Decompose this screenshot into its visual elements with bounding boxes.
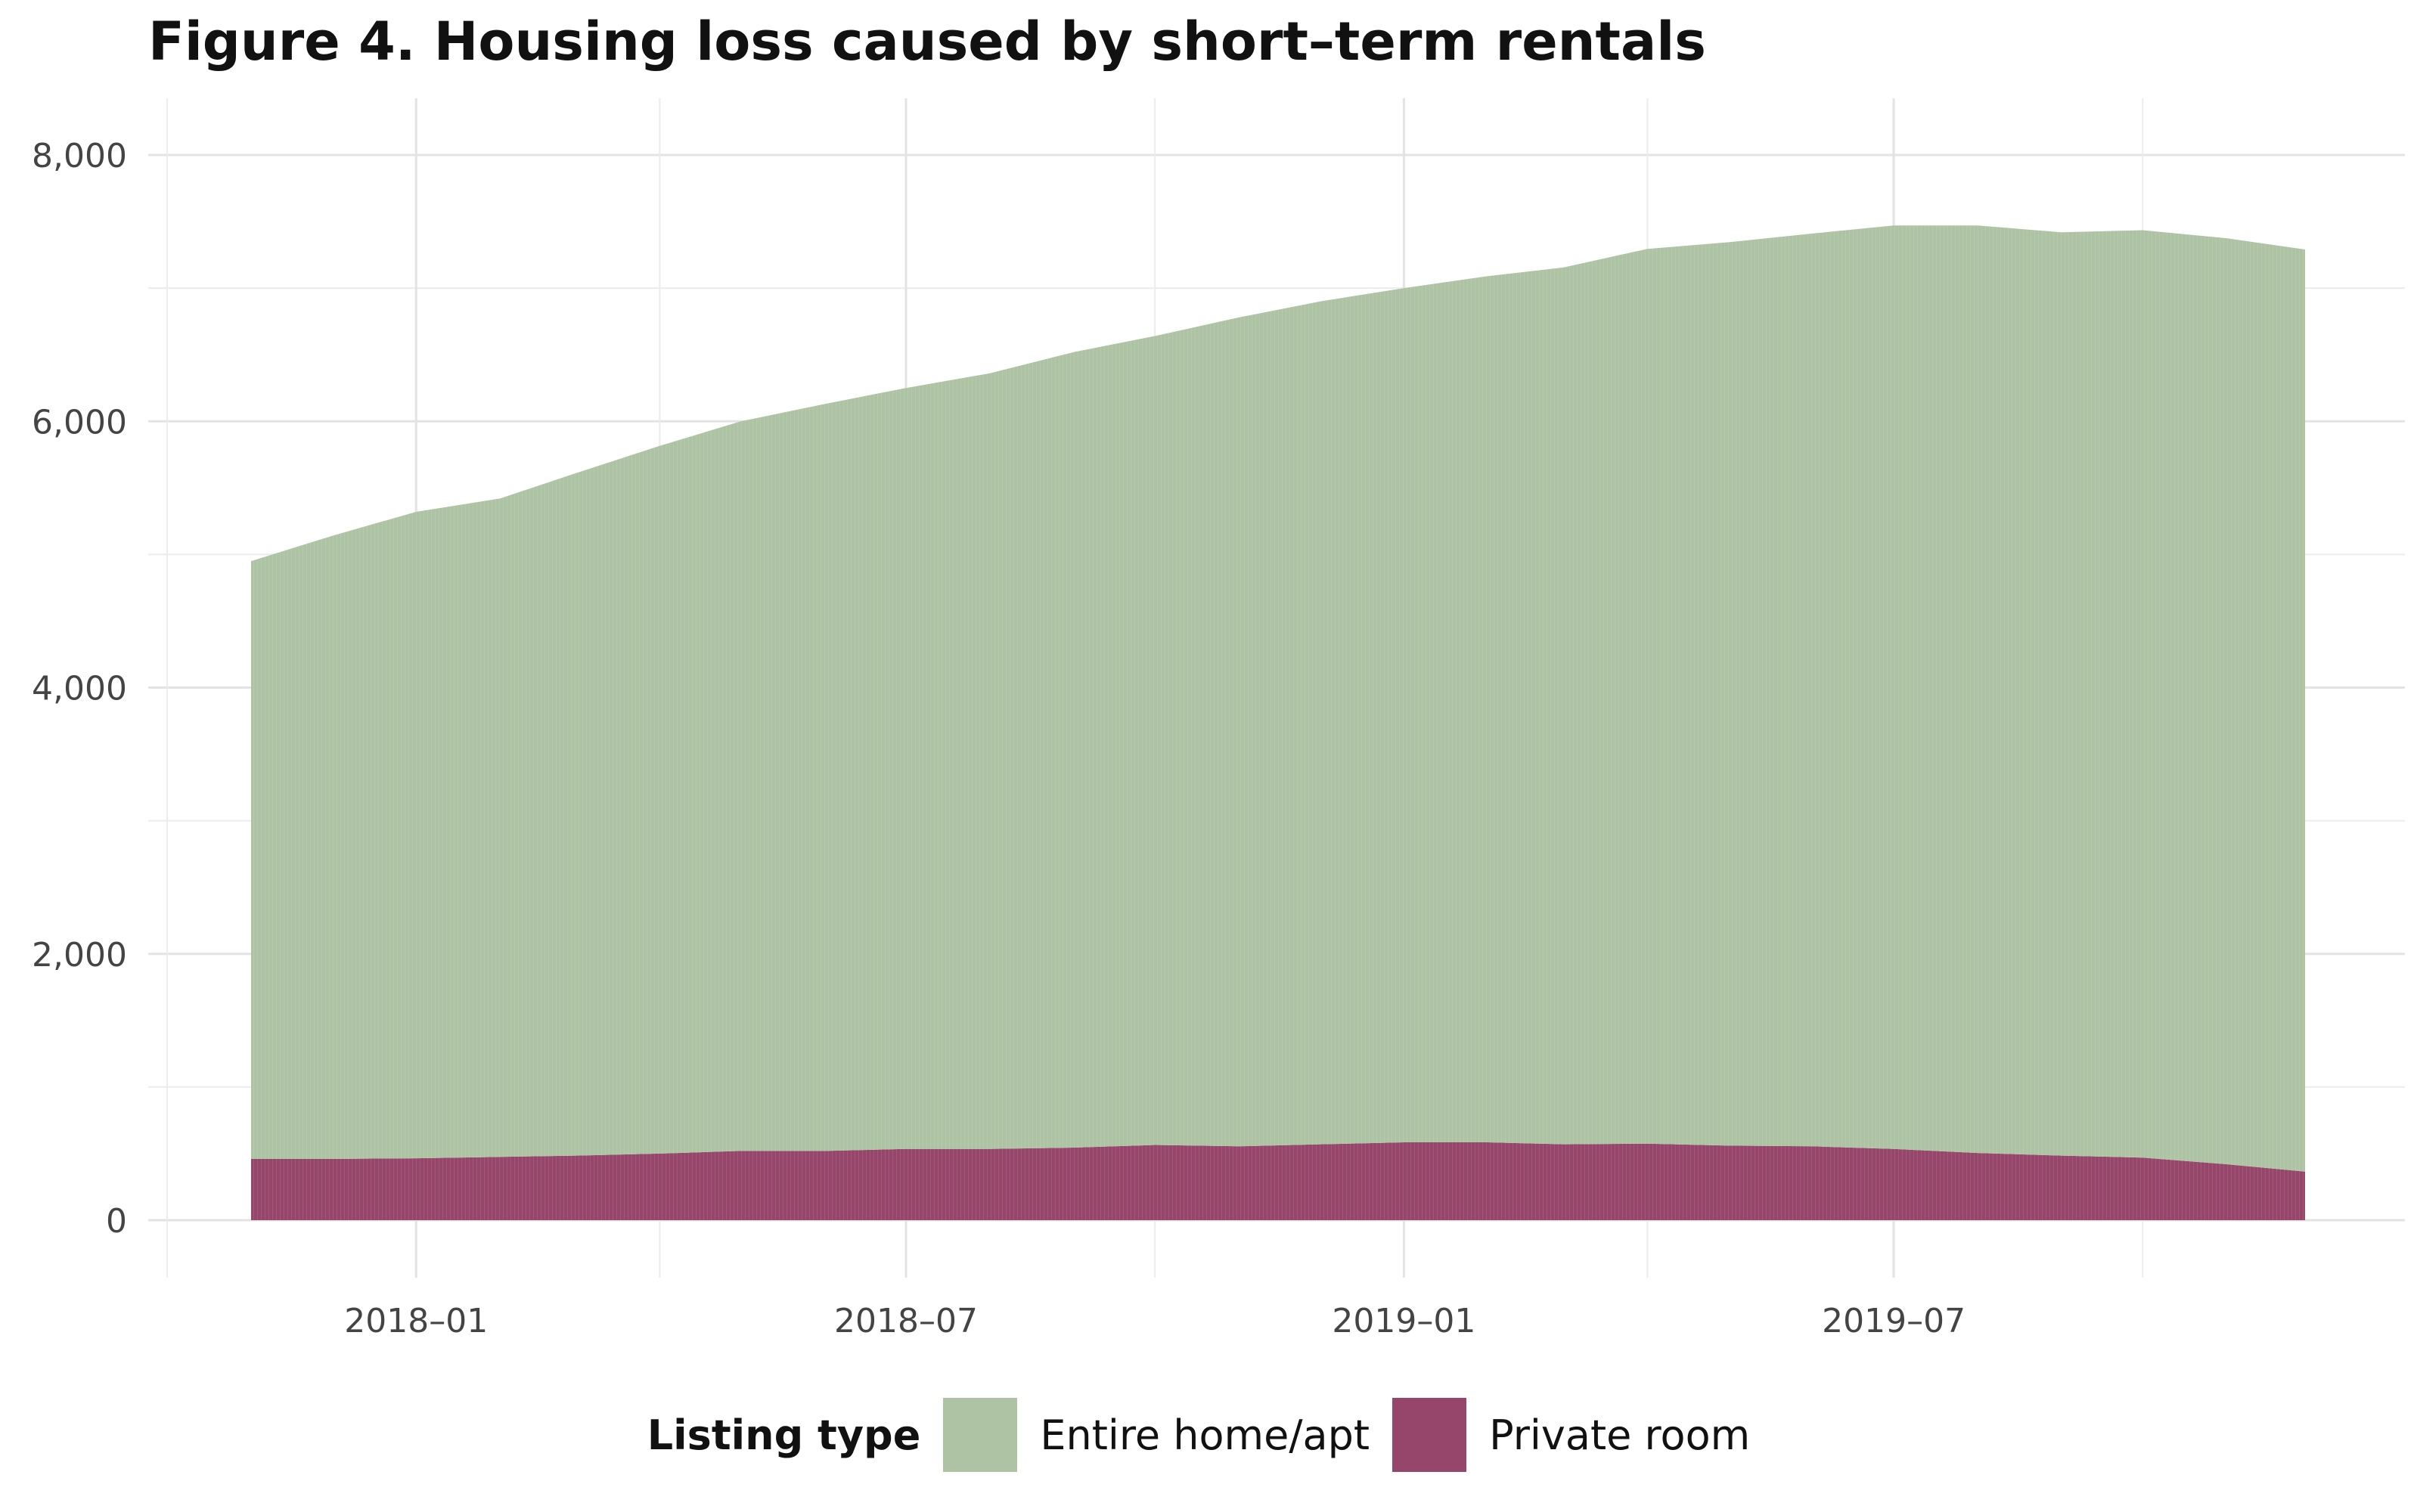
- chart-plot: 0 2,000 4,000 6,000 8,000 2018–01 2018–07 2019…: [32, 98, 2405, 1340]
- x-tick-label: 2019–07: [1822, 1302, 1965, 1340]
- y-tick-label: 8,000: [32, 137, 127, 175]
- legend-swatch-entire-home: [943, 1398, 1018, 1472]
- x-tick-label: 2018–01: [344, 1302, 488, 1340]
- legend-label-private-room: Private room: [1489, 1411, 1751, 1459]
- legend-label-entire-home: Entire home/apt: [1040, 1411, 1370, 1459]
- x-axis-ticks: 2018–01 2018–07 2019–01 2019–07: [344, 1302, 1965, 1340]
- legend-item-private-room: Private room: [1392, 1398, 1750, 1472]
- legend-item-entire-home: Entire home/apt: [943, 1398, 1370, 1472]
- y-axis-ticks: 0 2,000 4,000 6,000 8,000: [32, 137, 127, 1241]
- y-tick-label: 2,000: [32, 936, 127, 974]
- legend-swatch-private-room: [1392, 1398, 1467, 1472]
- legend-title: Listing type: [647, 1411, 921, 1459]
- y-tick-label: 6,000: [32, 403, 127, 442]
- x-tick-label: 2019–01: [1332, 1302, 1475, 1340]
- y-tick-label: 0: [106, 1202, 127, 1241]
- area-stripe-overlay: [251, 225, 2305, 1220]
- legend: Listing type Entire home/apt Private roo…: [0, 1397, 2420, 1473]
- x-tick-label: 2018–07: [834, 1302, 978, 1340]
- area-texture: [251, 225, 2305, 1220]
- chart-title: Figure 4. Housing loss caused by short–t…: [148, 11, 1706, 73]
- y-tick-label: 4,000: [32, 670, 127, 708]
